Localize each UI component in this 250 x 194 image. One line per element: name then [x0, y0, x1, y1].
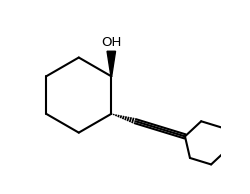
Polygon shape: [107, 51, 116, 76]
Text: OH: OH: [101, 36, 121, 49]
